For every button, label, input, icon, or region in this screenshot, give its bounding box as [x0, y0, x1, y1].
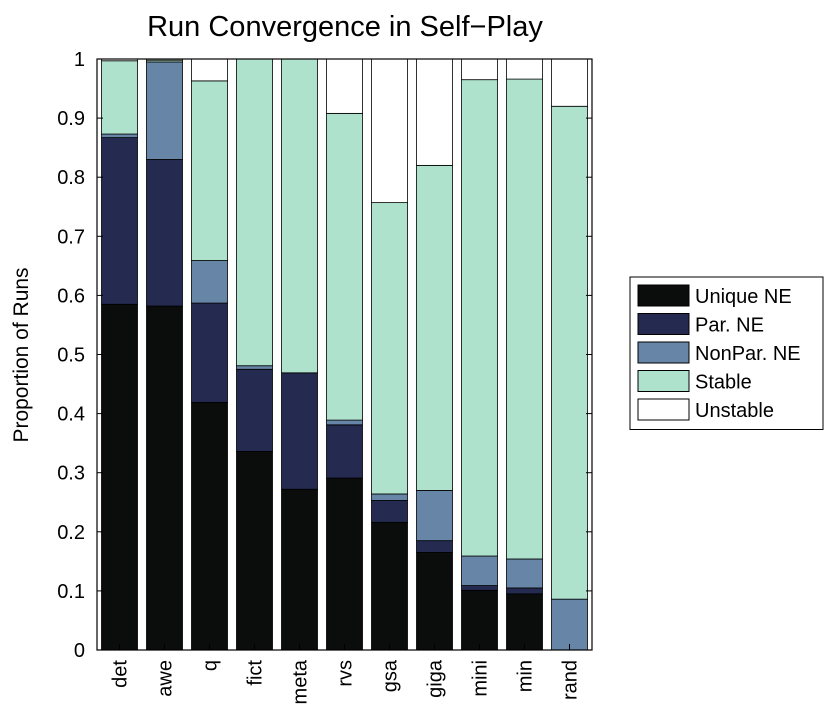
y-axis: 0 0.1 0.2 0.3 0.4 0.5 0.6 0.7 0.8 0.9 1: [57, 49, 592, 662]
bar-segment-fict-2: [236, 365, 273, 370]
y-tick-label: 0.3: [57, 463, 85, 485]
x-tick-label-det: det: [110, 660, 132, 688]
legend-swatch: [637, 313, 690, 335]
legend-label: NonPar. NE: [695, 343, 801, 365]
bar-segment-rand-4: [551, 58, 588, 107]
legend-swatch: [637, 341, 690, 364]
x-tick-label-giga: giga: [425, 659, 447, 698]
y-axis-label: Proportion of Runs: [10, 267, 33, 442]
bar-segment-q-1: [191, 302, 228, 403]
bar-segment-giga-2: [416, 490, 453, 542]
bar-segment-rvs-0: [326, 477, 363, 651]
bar-segment-fict-0: [236, 451, 273, 651]
x-axis: det awe q fict meta rvs gsa giga mini min rand: [110, 644, 582, 704]
bar-segment-mini-2: [461, 555, 498, 586]
bar-segment-awe-0: [146, 305, 183, 651]
bar-segment-giga-4: [416, 58, 453, 166]
bar-segment-fict-3: [236, 58, 273, 367]
bar-segment-det-2: [101, 133, 138, 139]
bar-segment-rvs-2: [326, 419, 363, 426]
bar-segment-mini-1: [461, 585, 498, 591]
bar-segment-mini-0: [461, 589, 498, 651]
x-tick-label-rvs: rvs: [335, 660, 357, 687]
bar-segment-rvs-4: [326, 58, 363, 114]
bar-segment-gsa-1: [371, 500, 408, 523]
x-tick-label-min: min: [515, 660, 537, 692]
x-tick-label-awe: awe: [155, 660, 177, 697]
y-tick-label: 0.4: [57, 404, 85, 426]
bar-segment-det-3: [101, 60, 138, 135]
bar-segment-gsa-4: [371, 58, 408, 204]
bar-segment-min-3: [506, 78, 543, 560]
bar-segment-det-0: [101, 303, 138, 651]
legend-swatch: [637, 284, 690, 307]
y-tick-label: 0.5: [57, 345, 85, 367]
bar-segment-rand-2: [551, 598, 588, 651]
bar-segment-giga-0: [416, 552, 453, 651]
bar-segment-rand-3: [551, 105, 588, 600]
bars: [101, 58, 588, 651]
bar-segment-meta-1: [281, 372, 318, 490]
bar-segment-min-1: [506, 587, 543, 595]
legend-swatch: [637, 370, 690, 392]
bar-segment-giga-3: [416, 164, 453, 491]
bar-segment-q-3: [191, 80, 228, 261]
legend-label: Unique NE: [695, 286, 792, 308]
y-tick-label: 0.8: [57, 167, 85, 189]
y-tick-label: 1: [74, 49, 85, 71]
y-tick-label: 0.7: [57, 226, 85, 248]
bar-segment-det-1: [101, 137, 138, 305]
y-tick-label: 0.2: [57, 522, 85, 544]
bar-segment-rvs-1: [326, 424, 363, 479]
y-tick-label: 0: [74, 640, 85, 662]
bar-segment-q-2: [191, 260, 228, 304]
bar-segment-min-0: [506, 593, 543, 651]
x-tick-label-meta: meta: [290, 659, 312, 704]
legend-label: Par. NE: [695, 315, 764, 337]
bar-segment-q-0: [191, 401, 228, 651]
legend-swatch: [637, 398, 690, 421]
bar-segment-min-4: [506, 58, 543, 80]
x-tick-label-fict: fict: [245, 660, 267, 686]
x-tick-label-q: q: [200, 660, 222, 671]
legend-label: Stable: [695, 372, 752, 394]
x-tick-label-rand: rand: [560, 660, 582, 700]
bar-segment-mini-3: [461, 79, 498, 557]
bar-segment-gsa-0: [371, 521, 408, 651]
bar-segment-fict-1: [236, 368, 273, 452]
bar-segment-meta-3: [281, 58, 318, 374]
bar-segment-meta-0: [281, 488, 318, 651]
bar-segment-awe-2: [146, 61, 183, 160]
bar-segment-giga-1: [416, 540, 453, 553]
bar-segment-q-4: [191, 58, 228, 82]
legend-label: Unstable: [695, 400, 774, 422]
bar-segment-min-2: [506, 558, 543, 589]
plot-frame: [96, 58, 593, 651]
y-tick-label: 0.1: [57, 581, 85, 603]
x-tick-label-gsa: gsa: [380, 659, 402, 692]
bar-segment-awe-1: [146, 159, 183, 307]
bar-segment-gsa-2: [371, 493, 408, 501]
x-tick-label-mini: mini: [470, 660, 492, 697]
bar-segment-gsa-3: [371, 202, 408, 495]
chart-title: Run Convergence in Self−Play: [147, 11, 543, 43]
bar-segment-rvs-3: [326, 112, 363, 421]
legend: Unique NE Par. NE NonPar. NE Stable Unstable: [629, 276, 824, 430]
y-tick-label: 0.9: [57, 108, 85, 130]
y-tick-label: 0.6: [57, 285, 85, 307]
bar-segment-mini-4: [461, 58, 498, 81]
